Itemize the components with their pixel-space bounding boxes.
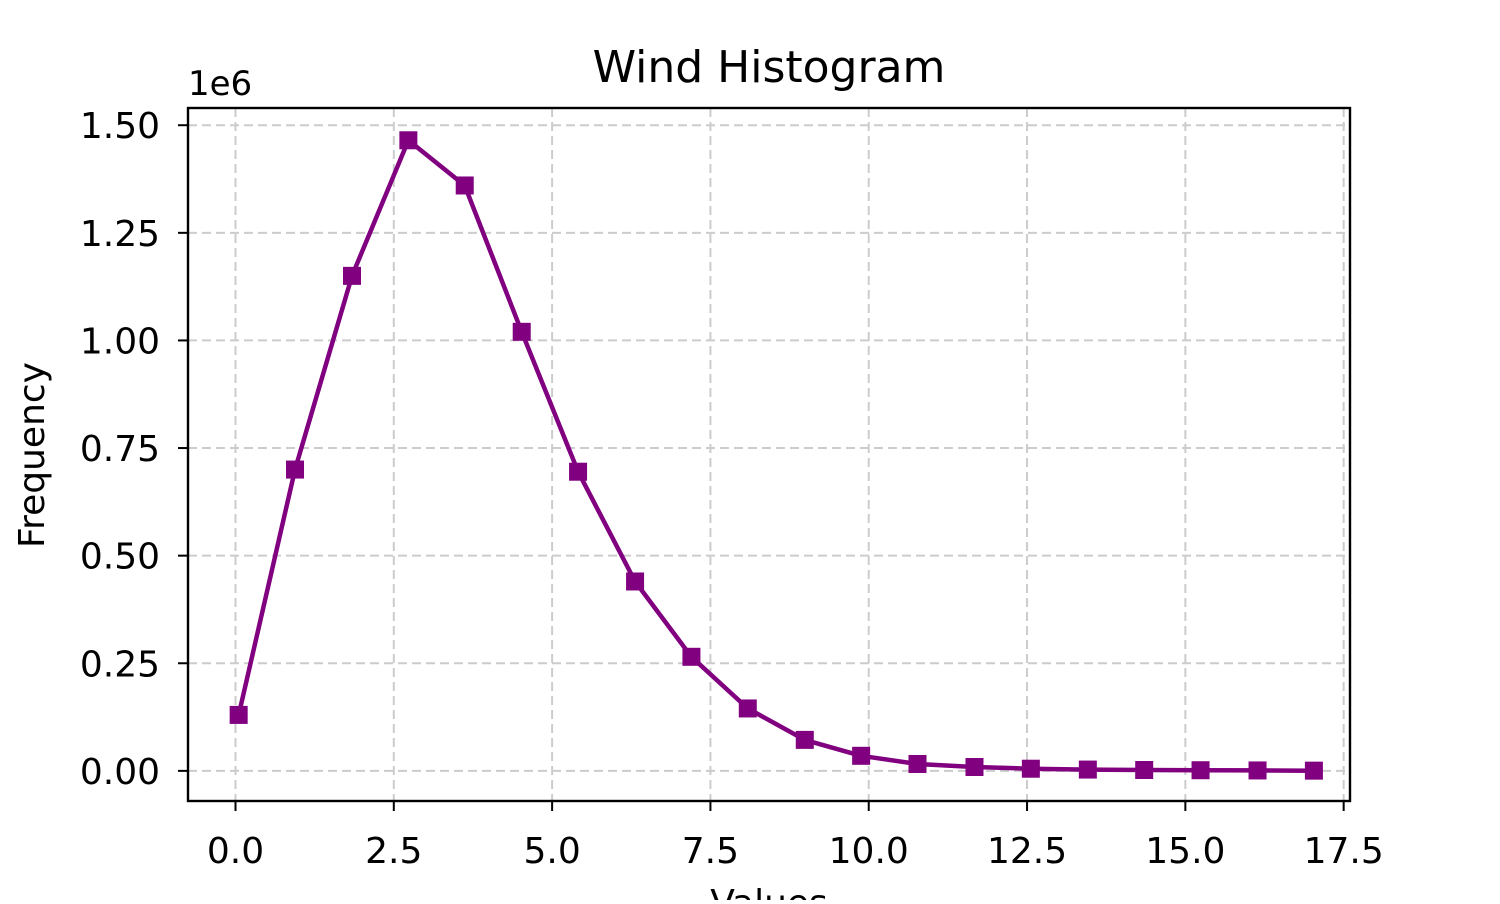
data-point: [1191, 761, 1210, 780]
data-point: [569, 462, 588, 481]
data-point: [626, 572, 645, 591]
plot-frame: [186, 106, 1352, 803]
data-point: [738, 699, 757, 718]
data-point: [1078, 760, 1097, 779]
data-point: [682, 647, 701, 666]
data-point: [965, 757, 984, 776]
data-point: [1021, 759, 1040, 778]
y-tick-label: 0.50: [80, 537, 160, 578]
y-axis-label: Frequency: [12, 362, 53, 548]
y-tick-label: 1.25: [80, 214, 160, 255]
ticks: 0.0 2.5 5.0 7.5 10.0 12.5 15.0 17.5 0.00 0.25 0.50…: [80, 106, 1384, 872]
x-axis-label: Values: [710, 883, 828, 900]
x-tick-label: 7.5: [682, 831, 739, 872]
data-point: [852, 746, 871, 765]
x-tick-label: 0.0: [207, 831, 264, 872]
data-point: [455, 176, 474, 195]
y-tick-label: 1.50: [80, 106, 160, 147]
data-point: [1248, 761, 1267, 780]
y-offset-label: 1e6: [188, 64, 252, 104]
y-tick-label: 1.00: [80, 321, 160, 362]
x-tick-label: 17.5: [1304, 831, 1384, 872]
data-point: [795, 730, 814, 749]
data-point: [399, 131, 418, 150]
x-tick-label: 5.0: [523, 831, 580, 872]
x-tick-label: 10.0: [829, 831, 909, 872]
x-tick-label: 2.5: [365, 831, 422, 872]
series-line: [236, 138, 1314, 773]
y-tick-label: 0.75: [80, 429, 160, 470]
data-point: [286, 460, 305, 479]
y-tick-label: 0.00: [80, 752, 160, 793]
grid: [188, 108, 1350, 801]
data-point: [229, 705, 248, 724]
data-point: [343, 266, 362, 285]
chart-title: Wind Histogram: [593, 42, 946, 93]
data-point: [1304, 761, 1323, 780]
series: [229, 131, 1323, 780]
data-point: [512, 322, 531, 341]
x-tick-label: 15.0: [1145, 831, 1225, 872]
x-tick-label: 12.5: [987, 831, 1067, 872]
y-tick-label: 0.25: [80, 644, 160, 685]
data-point: [1135, 761, 1154, 780]
data-point: [908, 754, 927, 773]
